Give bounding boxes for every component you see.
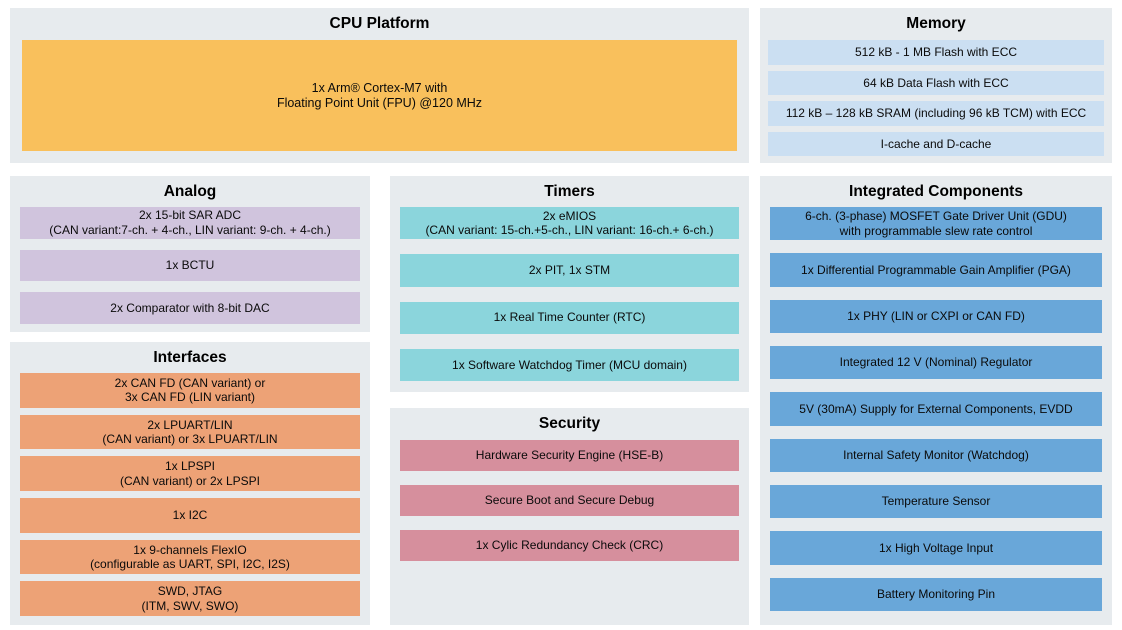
integrated-block: 1x Differential Programmable Gain Amplif… xyxy=(770,253,1102,287)
section-title-security: Security xyxy=(538,415,601,432)
section-title-memory: Memory xyxy=(906,15,966,32)
timers-block-line: (CAN variant: 15-ch.+5-ch., LIN variant:… xyxy=(425,223,714,238)
analog-block: 2x 15-bit SAR ADC (CAN variant:7-ch. + 4-… xyxy=(20,207,360,239)
integrated-block: Internal Safety Monitor (Watchdog) xyxy=(770,438,1102,472)
section-analog: Analog 2x 15-bit SAR ADC (CAN variant:7-c… xyxy=(10,176,370,332)
integrated-block-line: 5V (30mA) Supply for External Components… xyxy=(799,401,1073,416)
interfaces-block: 1x LPSPI (CAN variant) or 2x LPSPI xyxy=(20,456,360,492)
memory-block: 512 kB - 1 MB Flash with ECC xyxy=(768,40,1104,65)
interfaces-block-line: (CAN variant) or 3x LPUART/LIN xyxy=(102,432,278,446)
integrated-block-line: Battery Monitoring Pin xyxy=(876,587,996,602)
integrated-block: Integrated 12 V (Nominal) Regulator xyxy=(770,345,1102,380)
integrated-block: 5V (30mA) Supply for External Components… xyxy=(770,392,1102,426)
interfaces-block-line: 2x CAN FD (CAN variant) or xyxy=(114,375,266,390)
timers-block: 2x eMIOS (CAN variant: 15-ch.+5-ch., LIN … xyxy=(400,207,739,240)
analog-block-line: 2x 15-bit SAR ADC xyxy=(138,208,242,223)
interfaces-block-line: 2x LPUART/LIN xyxy=(147,417,233,432)
interfaces-block-line: 1x 9-channels FlexIO xyxy=(133,542,247,557)
cpu-block: 1x Arm® Cortex-M7 with Floating Point Uni… xyxy=(22,40,737,151)
memory-block-line: 112 kB – 128 kB SRAM (including 96 kB TC… xyxy=(785,106,1087,120)
section-interfaces: Interfaces 2x CAN FD (CAN variant) or 3x … xyxy=(10,342,370,625)
memory-rows: 512 kB - 1 MB Flash with ECC 64 kB Data F… xyxy=(760,38,1112,163)
section-title-interfaces: Interfaces xyxy=(153,349,227,366)
analog-block: 2x Comparator with 8-bit DAC xyxy=(20,292,360,325)
interfaces-block: 1x I2C xyxy=(20,498,360,533)
integrated-block-line: Internal Safety Monitor (Watchdog) xyxy=(843,448,1029,463)
timers-block: 2x PIT, 1x STM xyxy=(400,254,739,287)
memory-block: 112 kB – 128 kB SRAM (including 96 kB TC… xyxy=(768,101,1104,126)
integrated-block-line: 1x High Voltage Input xyxy=(878,540,994,555)
integrated-block-line: 1x Differential Programmable Gain Amplif… xyxy=(801,262,1071,277)
analog-block-line: 1x BCTU xyxy=(165,258,215,273)
cpu-platform-rows: 1x Arm® Cortex-M7 with Floating Point Uni… xyxy=(10,38,749,163)
security-block-line: 1x Cylic Redundancy Check (CRC) xyxy=(475,538,664,553)
interfaces-block: 2x LPUART/LIN (CAN variant) or 3x LPUART/… xyxy=(20,414,360,450)
security-block: Secure Boot and Secure Debug xyxy=(400,485,739,516)
interfaces-block-line: 1x LPSPI xyxy=(164,459,216,474)
integrated-block: 6-ch. (3-phase) MOSFET Gate Driver Unit … xyxy=(770,207,1102,241)
timers-block-line: 2x eMIOS xyxy=(542,208,597,223)
interfaces-block: SWD, JTAG (ITM, SWV, SWO) xyxy=(20,581,360,617)
security-block-line: Hardware Security Engine (HSE-B) xyxy=(475,448,664,463)
integrated-block-line: 1x PHY (LIN or CXPI or CAN FD) xyxy=(847,309,1025,324)
interfaces-block-line: (configurable as UART, SPI, I2C, I2S) xyxy=(90,557,290,572)
section-title-integrated-components: Integrated Components xyxy=(849,183,1023,200)
timers-block-line: 1x Software Watchdog Timer (MCU domain) xyxy=(452,357,687,372)
section-title-cpu-platform: CPU Platform xyxy=(329,15,430,32)
integrated-block: 1x PHY (LIN or CXPI or CAN FD) xyxy=(770,299,1102,333)
interfaces-rows: 2x CAN FD (CAN variant) or 3x CAN FD (LIN… xyxy=(10,372,370,625)
section-title-analog: Analog xyxy=(163,183,217,200)
memory-block: I-cache and D-cache xyxy=(768,131,1104,156)
section-title-timers: Timers xyxy=(544,183,595,200)
interfaces-block-line: (ITM, SWV, SWO) xyxy=(141,598,239,613)
integrated-block: Battery Monitoring Pin xyxy=(770,577,1102,611)
analog-rows: 2x 15-bit SAR ADC (CAN variant:7-ch. + 4-… xyxy=(10,206,370,332)
timers-block: 1x Real Time Counter (RTC) xyxy=(400,301,739,334)
interfaces-block-line: 1x I2C xyxy=(172,508,208,523)
security-block: Hardware Security Engine (HSE-B) xyxy=(400,440,739,471)
memory-block: 64 kB Data Flash with ECC xyxy=(768,70,1104,95)
integrated-components-rows: 6-ch. (3-phase) MOSFET Gate Driver Unit … xyxy=(760,206,1112,625)
timers-block-line: 1x Real Time Counter (RTC) xyxy=(493,310,646,325)
section-integrated-components: Integrated Components 6-ch. (3-phase) MO… xyxy=(760,176,1112,625)
interfaces-block-line: (CAN variant) or 2x LPSPI xyxy=(119,473,261,488)
analog-block-line: (CAN variant:7-ch. + 4-ch., LIN variant:… xyxy=(49,222,331,237)
section-cpu-platform: CPU Platform 1x Arm® Cortex-M7 with Float… xyxy=(10,8,749,163)
interfaces-block-line: SWD, JTAG xyxy=(157,584,223,599)
integrated-block-line: Integrated 12 V (Nominal) Regulator xyxy=(839,355,1033,370)
section-memory: Memory 512 kB - 1 MB Flash with ECC 64 kB… xyxy=(760,8,1112,163)
interfaces-block-line: 3x CAN FD (LIN variant) xyxy=(124,390,256,405)
memory-block-line: 64 kB Data Flash with ECC xyxy=(863,75,1009,90)
analog-block: 1x BCTU xyxy=(20,249,360,282)
analog-block-line: 2x Comparator with 8-bit DAC xyxy=(110,300,270,315)
security-block-line: Secure Boot and Secure Debug xyxy=(484,493,655,508)
interfaces-block: 2x CAN FD (CAN variant) or 3x CAN FD (LIN… xyxy=(20,373,360,408)
memory-block-line: I-cache and D-cache xyxy=(880,136,992,151)
integrated-block-line: with programmable slew rate control xyxy=(839,223,1033,238)
timers-block: 1x Software Watchdog Timer (MCU domain) xyxy=(400,348,739,381)
timers-block-line: 2x PIT, 1x STM xyxy=(528,263,611,278)
integrated-block: Temperature Sensor xyxy=(770,484,1102,519)
integrated-block-line: 6-ch. (3-phase) MOSFET Gate Driver Unit … xyxy=(805,209,1067,224)
cpu-block-line: Floating Point Unit (FPU) @120 MHz xyxy=(276,95,483,110)
security-rows: Hardware Security Engine (HSE-B) Secure B… xyxy=(390,438,749,625)
timers-rows: 2x eMIOS (CAN variant: 15-ch.+5-ch., LIN … xyxy=(390,206,749,392)
security-block: 1x Cylic Redundancy Check (CRC) xyxy=(400,530,739,561)
integrated-block-line: Temperature Sensor xyxy=(881,494,991,509)
memory-block-line: 512 kB - 1 MB Flash with ECC xyxy=(854,45,1018,59)
section-security: Security Hardware Security Engine (HSE-B… xyxy=(390,408,749,625)
cpu-block-line: 1x Arm® Cortex-M7 with xyxy=(311,81,448,95)
integrated-block: 1x High Voltage Input xyxy=(770,531,1102,565)
interfaces-block: 1x 9-channels FlexIO (configurable as UAR… xyxy=(20,539,360,575)
section-timers: Timers 2x eMIOS (CAN variant: 15-ch.+5-ch… xyxy=(390,176,749,392)
